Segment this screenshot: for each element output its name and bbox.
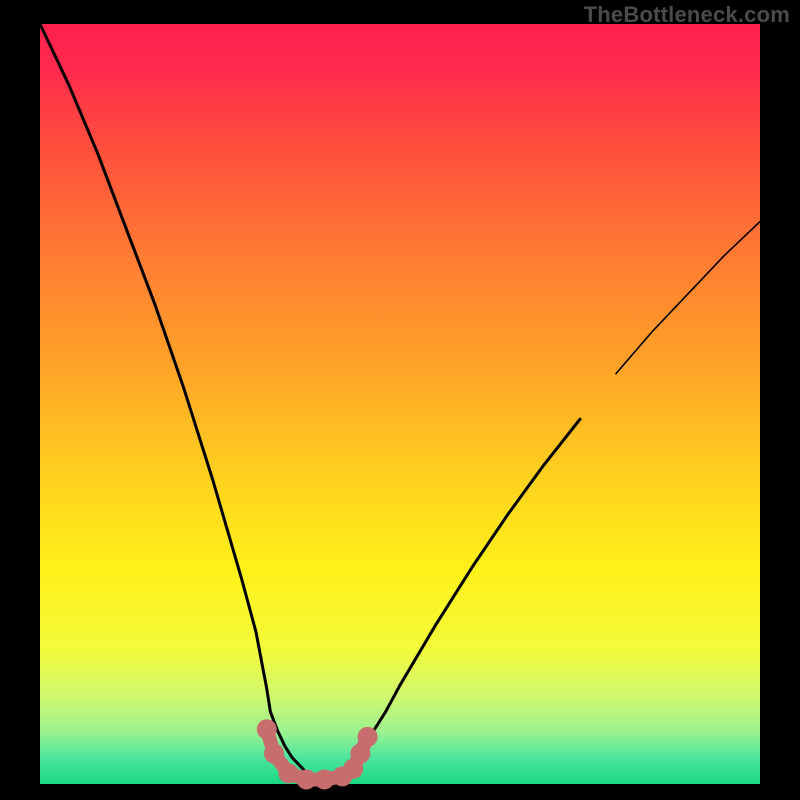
optimal-range-marker: [278, 763, 298, 783]
plot-background: [40, 24, 760, 784]
chart-svg: [0, 0, 800, 800]
optimal-range-marker: [358, 727, 378, 747]
chart-stage: TheBottleneck.com: [0, 0, 800, 800]
watermark-text: TheBottleneck.com: [584, 2, 790, 28]
optimal-range-marker: [257, 719, 277, 739]
optimal-range-marker: [264, 744, 284, 764]
optimal-range-marker: [296, 769, 316, 789]
optimal-range-marker: [314, 769, 334, 789]
